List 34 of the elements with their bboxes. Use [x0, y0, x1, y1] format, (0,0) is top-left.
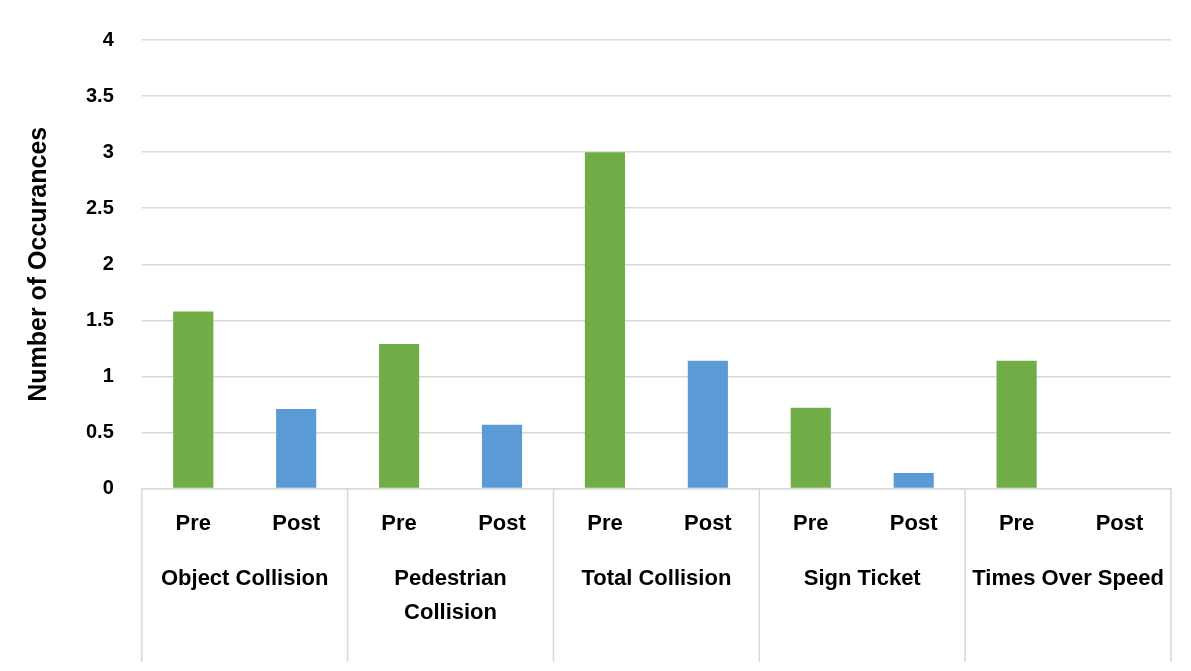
y-tick-label: 4: [102, 27, 115, 50]
x-tick-label: Post: [1095, 509, 1145, 535]
text: Total Collision: [580, 563, 733, 592]
bar: [379, 343, 420, 488]
y-tick-label: 3: [102, 139, 114, 162]
bar: [276, 408, 317, 488]
text: Times Over Speed: [971, 563, 1165, 592]
x-tick-label: Post: [684, 509, 733, 535]
bar: [790, 407, 831, 488]
text: Sign Ticket: [802, 563, 922, 592]
x-tick-label: Post: [272, 509, 321, 535]
bar: [584, 152, 626, 488]
x-tick-label: Post: [889, 509, 939, 535]
y-tick-label: 1: [102, 363, 114, 386]
bar: [481, 424, 523, 488]
x-tick-label: Post: [478, 509, 527, 535]
bar: [173, 311, 214, 488]
y-axis-title: Number of Occurances: [22, 126, 51, 402]
x-tick-label: Pre: [998, 509, 1035, 535]
x-tick-label: Pre: [587, 509, 623, 535]
y-tick-label: 3.5: [85, 83, 114, 106]
text: Object Collision: [159, 563, 330, 592]
y-tick-label: 1.5: [85, 307, 114, 330]
y-tick-label: 2: [102, 251, 114, 274]
text: Pedestrian Collision: [393, 563, 508, 626]
y-tick-label: 2.5: [85, 195, 114, 218]
y-tick-label: 0: [102, 476, 114, 499]
bar: [893, 472, 934, 488]
bar: [996, 360, 1037, 488]
x-tick-label: Pre: [381, 509, 417, 535]
x-tick-label: Pre: [793, 509, 829, 535]
y-tick-label: 0.5: [85, 420, 114, 443]
bar: [687, 360, 728, 488]
x-tick-label: Pre: [175, 509, 211, 535]
